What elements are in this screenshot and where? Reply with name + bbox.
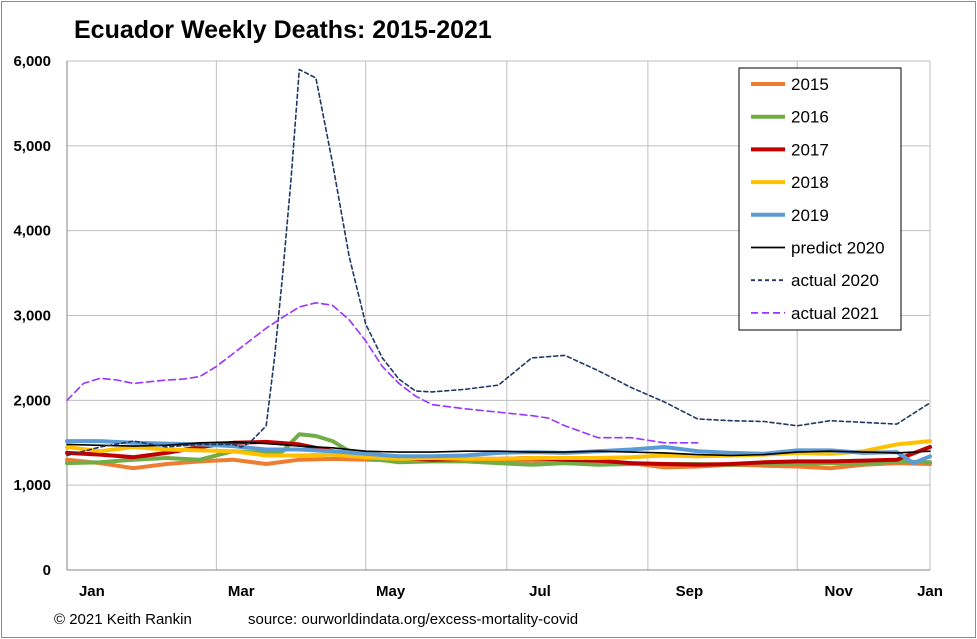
y-tick-label: 4,000 [13, 223, 51, 240]
series-line-5 [66, 441, 931, 457]
y-tick-label: 0 [43, 562, 51, 579]
series-line-6 [66, 68, 931, 457]
x-tick-label: Jan [79, 583, 105, 600]
y-tick-label: 6,000 [13, 53, 51, 70]
y-tick-label: 2,000 [13, 392, 51, 409]
x-tick-label: Jan [917, 583, 943, 600]
y-tick-label: 3,000 [13, 308, 51, 325]
x-tick-label: Jul [529, 583, 551, 600]
legend-label: 2016 [791, 108, 829, 127]
legend-label: predict 2020 [791, 239, 885, 258]
x-tick-label: Sep [676, 583, 704, 600]
legend-label: 2017 [791, 140, 829, 159]
y-tick-label: 5,000 [13, 138, 51, 155]
series-line-4 [65, 439, 932, 466]
legend-label: 2015 [791, 75, 829, 94]
series-line-7 [66, 302, 699, 444]
legend-label: actual 2020 [791, 271, 879, 290]
y-tick-label: 1,000 [13, 477, 51, 494]
x-tick-label: Mar [228, 583, 255, 600]
x-tick-label: Nov [825, 583, 854, 600]
legend-label: 2019 [791, 206, 829, 225]
legend [738, 67, 902, 331]
legend-label: actual 2021 [791, 304, 879, 323]
x-tick-label: May [376, 583, 406, 600]
footer-source: source: ourworldindata.org/excess-mortal… [248, 611, 579, 628]
legend-label: 2018 [791, 173, 829, 192]
chart-title: Ecuador Weekly Deaths: 2015-2021 [74, 16, 492, 44]
footer-credit: © 2021 Keith Rankin [54, 611, 192, 628]
